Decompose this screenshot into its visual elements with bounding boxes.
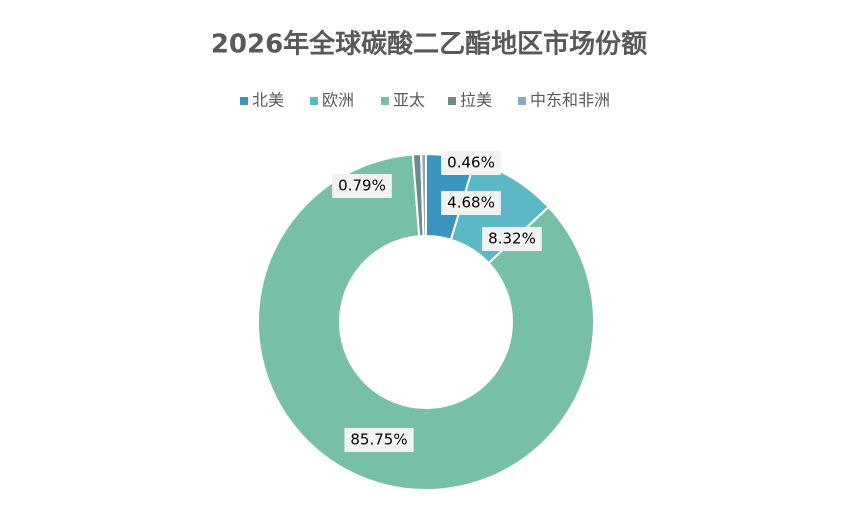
legend-label: 欧洲 [322, 91, 354, 110]
data-label: 85.75% [350, 431, 407, 449]
legend-label: 拉美 [460, 91, 492, 110]
legend-marker [310, 97, 318, 105]
legend-label: 亚太 [393, 91, 425, 110]
data-label-box [441, 191, 501, 215]
chart-title: 2026年全球碳酸二乙酯地区市场份额 [211, 29, 647, 60]
data-label: 0.46% [447, 154, 495, 172]
donut-slice [257, 153, 595, 491]
data-label: 0.79% [338, 177, 386, 195]
legend-marker [381, 97, 389, 105]
data-label: 8.32% [488, 230, 536, 248]
legend-marker [448, 97, 456, 105]
legend-label: 北美 [252, 91, 284, 110]
legend-marker [518, 97, 526, 105]
donut-slice [420, 152, 427, 238]
legend-label: 中东和非洲 [530, 91, 610, 110]
legend-marker [240, 97, 248, 105]
data-label-box [441, 151, 501, 175]
data-label-box [482, 227, 542, 251]
data-label-box [332, 174, 392, 198]
data-label-box [344, 428, 414, 452]
data-label: 4.68% [447, 194, 495, 212]
